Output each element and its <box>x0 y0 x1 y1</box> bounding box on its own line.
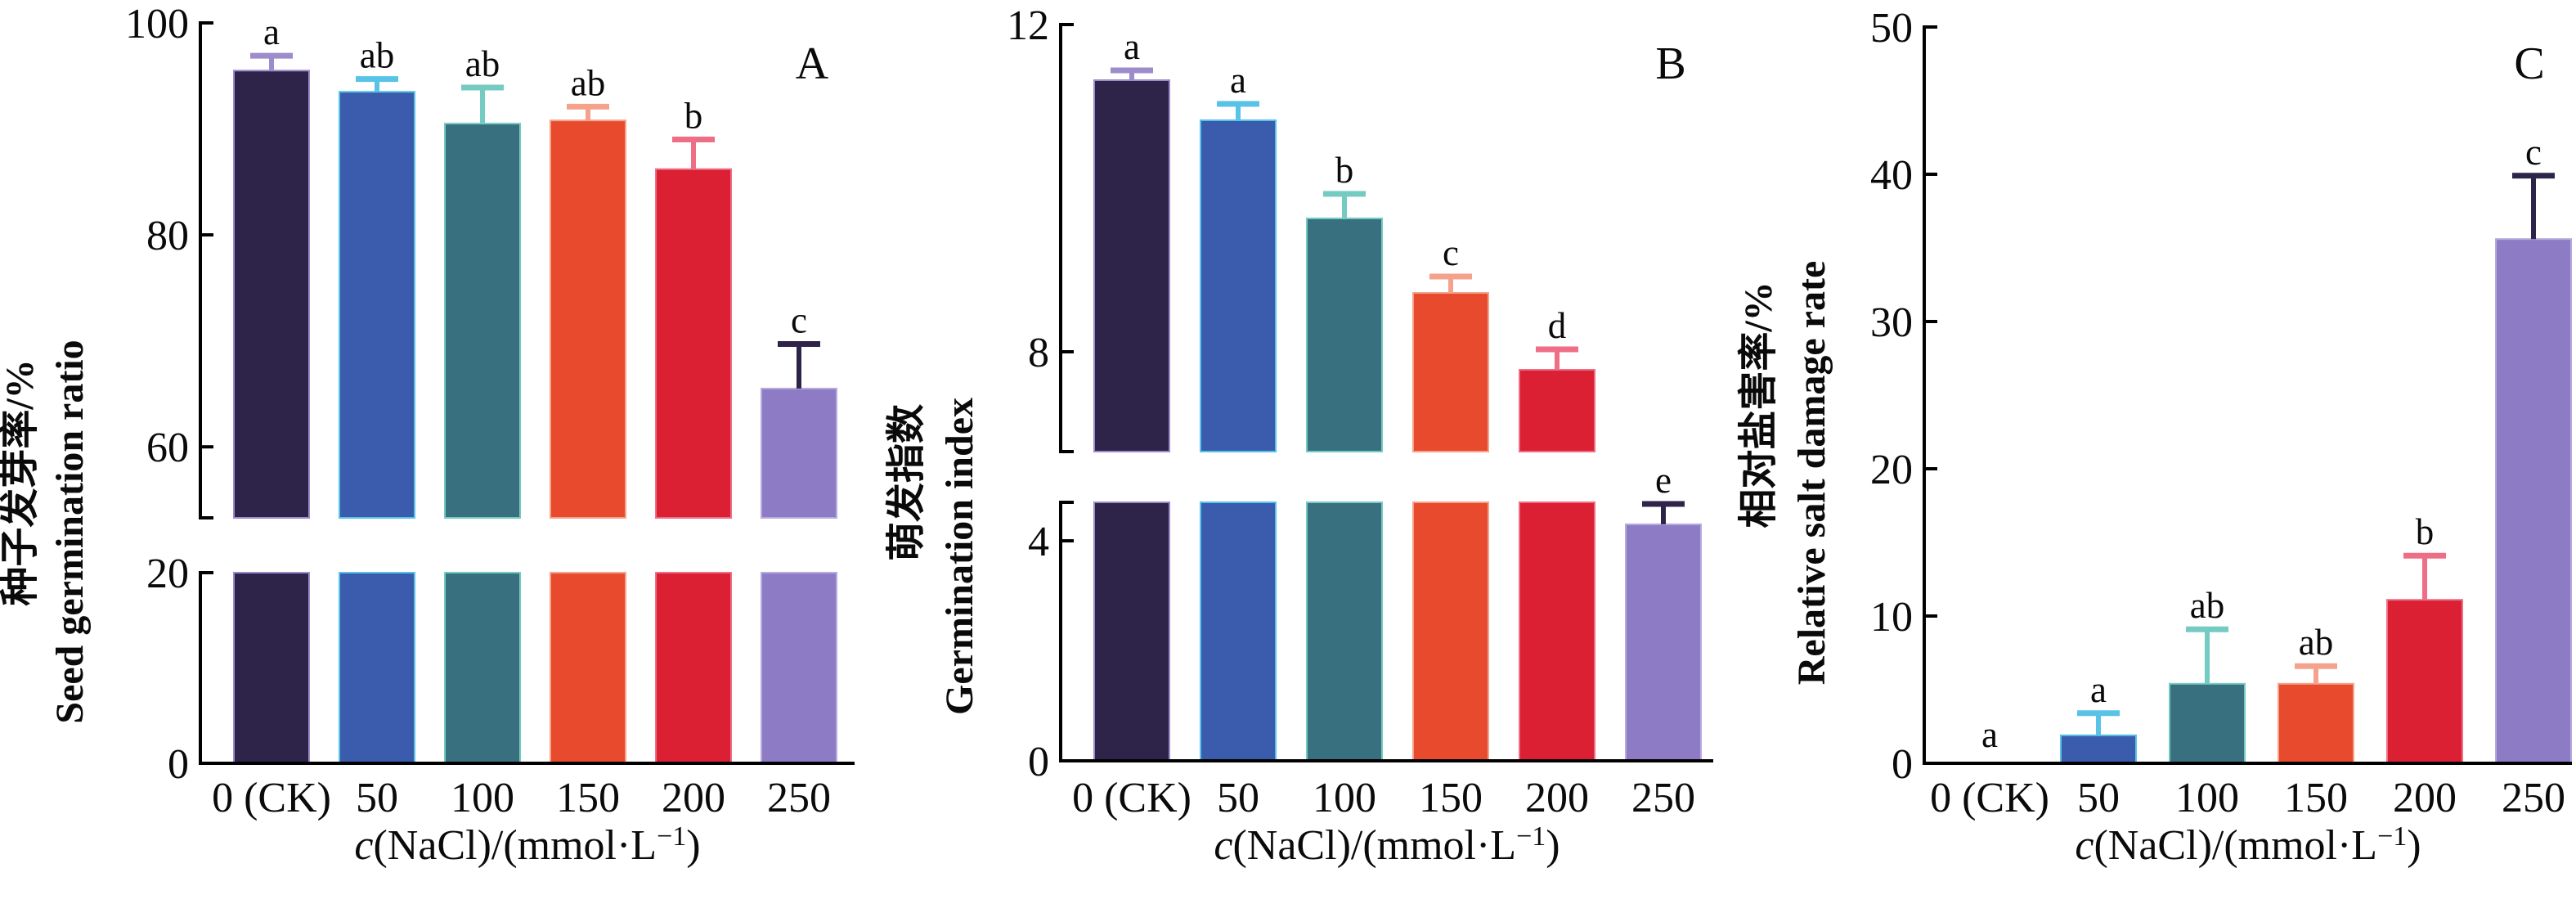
significance-letter: b <box>684 96 703 137</box>
significance-letter: a <box>1981 714 1998 755</box>
panel-label: B <box>1655 38 1685 89</box>
y-tick-label: 10 <box>1870 594 1913 641</box>
x-category-label: 250 <box>2502 775 2565 821</box>
significance-letter: a <box>2090 669 2107 710</box>
significance-letter: ab <box>2190 585 2224 626</box>
bar <box>761 387 837 519</box>
y-axis-title-en: Relative salt damage rate <box>1790 261 1833 686</box>
bar <box>1519 501 1595 762</box>
y-axis-title-en: Seed germination ratio <box>48 340 92 723</box>
y-tick-label: 0 <box>1028 739 1049 785</box>
x-category-label: 150 <box>2284 775 2348 821</box>
bar <box>1306 501 1383 762</box>
x-category-label: 200 <box>2393 775 2457 821</box>
y-tick-label: 0 <box>1892 741 1913 788</box>
significance-letter: d <box>1548 305 1567 346</box>
bar <box>233 70 310 519</box>
x-axis-title: c(NaCl)/(mmol·L−1) <box>2075 821 2421 869</box>
chart-relative-salt-damage-rate: a a ab ab b c 0 10 20 30 40 50 0 (CK) 50 100 150 200 250 c… <box>1737 5 2572 869</box>
bar <box>444 123 521 519</box>
significance-letter: e <box>1655 460 1672 501</box>
bar <box>550 572 626 764</box>
y-axis-title-cn: 萌发指数 <box>885 404 928 561</box>
chart-seed-germination-ratio: a ab ab ab b c 0 20 60 80 100 0 (CK) 50 100 150 200 250 c… <box>0 1 855 869</box>
y-tick-label: 0 <box>168 741 189 788</box>
bar <box>2278 682 2354 764</box>
x-category-label: 50 <box>2077 775 2120 821</box>
panel-label: A <box>796 38 829 89</box>
y-axis-title-cn: 相对盐害率/% <box>1737 281 1780 528</box>
x-category-label: 250 <box>767 775 831 821</box>
significance-letter: ab <box>465 43 500 84</box>
x-category-label: 150 <box>556 775 620 821</box>
significance-letter: b <box>2416 511 2435 552</box>
significance-letter: a <box>1230 60 1246 101</box>
x-category-label: 200 <box>1525 775 1589 821</box>
significance-letter: c <box>2525 132 2542 173</box>
x-category-label: 150 <box>1419 775 1483 821</box>
bar <box>339 572 415 764</box>
x-category-label: 50 <box>1217 775 1259 821</box>
bar <box>1093 501 1170 762</box>
y-axis-title-en: Germination index <box>938 398 981 715</box>
bar <box>1200 119 1277 452</box>
bar <box>2060 734 2137 764</box>
bar <box>233 572 310 764</box>
bar <box>1412 501 1489 762</box>
bar <box>2386 599 2463 765</box>
y-tick-label: 100 <box>125 1 189 47</box>
y-tick-label: 80 <box>146 213 189 259</box>
chart-germination-index: a a b c d e 0 4 8 12 0 (CK) 50 100 150 200 250 c(NaCl)/(… <box>885 2 1713 869</box>
bar <box>1200 501 1277 762</box>
y-tick-label: 20 <box>1870 447 1913 493</box>
bar <box>655 168 732 519</box>
significance-letter: a <box>1124 26 1140 67</box>
significance-letter: a <box>263 11 280 52</box>
bar <box>761 572 837 764</box>
bar <box>339 91 415 519</box>
x-category-label: 0 (CK) <box>212 775 331 821</box>
y-tick-label: 20 <box>146 551 189 597</box>
y-tick-label: 12 <box>1007 2 1049 49</box>
x-category-label: 0 (CK) <box>1072 775 1192 821</box>
significance-letter: ab <box>360 35 394 76</box>
panel-label: C <box>2514 38 2544 89</box>
bar <box>2169 682 2246 764</box>
y-tick-label: 40 <box>1870 152 1913 199</box>
bar <box>1093 79 1170 452</box>
bar <box>1412 292 1489 452</box>
y-tick-label: 60 <box>146 425 189 471</box>
y-axis-title-cn: 种子发芽率/% <box>0 359 42 605</box>
y-tick-label: 50 <box>1870 5 1913 52</box>
bar <box>444 572 521 764</box>
significance-letter: ab <box>2299 622 2333 663</box>
y-tick-label: 8 <box>1028 330 1049 376</box>
panel-a: a ab ab ab b c 0 20 60 80 100 0 (CK) 50 100 150 200 250 c… <box>0 0 859 900</box>
x-category-label: 100 <box>451 775 514 821</box>
bar <box>1519 369 1595 452</box>
panel-b: a a b c d e 0 4 8 12 0 (CK) 50 100 150 200 250 c(NaCl)/(… <box>859 0 1717 900</box>
x-category-label: 0 (CK) <box>1930 775 2049 821</box>
significance-letter: b <box>1335 150 1354 191</box>
bar <box>1306 218 1383 452</box>
x-category-label: 50 <box>356 775 398 821</box>
x-axis-title: c(NaCl)/(mmol·L−1) <box>354 821 700 869</box>
panel-c: a a ab ab b c 0 10 20 30 40 50 0 (CK) 50 100 150 200 250 c… <box>1717 0 2576 900</box>
significance-letter: c <box>1443 232 1459 273</box>
x-axis-title: c(NaCl)/(mmol·L−1) <box>1214 821 1560 869</box>
x-category-label: 200 <box>662 775 725 821</box>
bar <box>655 572 732 764</box>
x-category-label: 100 <box>2175 775 2239 821</box>
bar <box>550 119 626 519</box>
significance-letter: c <box>791 300 807 341</box>
x-category-label: 100 <box>1313 775 1376 821</box>
y-tick-label: 30 <box>1870 299 1913 346</box>
x-category-label: 250 <box>1631 775 1695 821</box>
significance-letter: ab <box>571 62 605 103</box>
y-tick-label: 4 <box>1028 519 1049 565</box>
bar <box>1625 523 1702 762</box>
bar <box>2495 238 2572 764</box>
